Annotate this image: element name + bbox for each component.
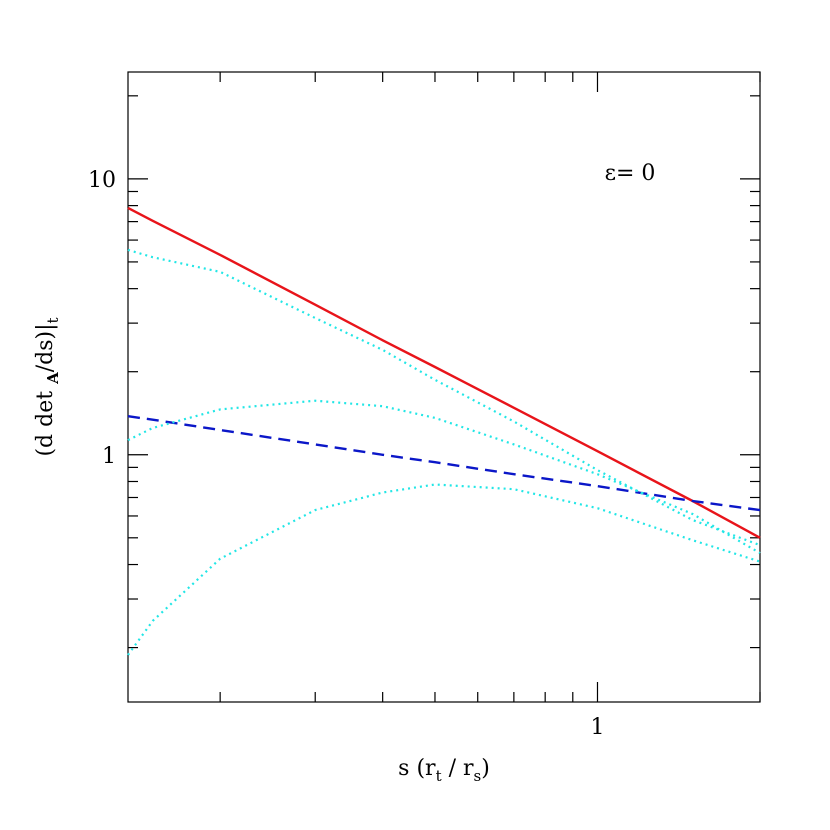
label-subscript: t xyxy=(436,767,442,785)
label-subscript: A xyxy=(44,372,62,385)
label-text: / r xyxy=(442,756,474,781)
y-tick-label: 1 xyxy=(102,444,116,469)
label-subscript: s xyxy=(474,767,482,785)
series-line xyxy=(127,248,761,547)
plot-frame xyxy=(127,71,761,703)
series-line xyxy=(127,483,761,656)
x-tick-label: 1 xyxy=(590,715,604,740)
series-line xyxy=(127,415,761,512)
annotation: ε= 0 xyxy=(605,161,656,186)
y-axis-label: (d det A/ds)|t xyxy=(33,317,62,456)
label-subscript: t xyxy=(44,317,62,323)
label-text: /ds)| xyxy=(33,324,58,373)
series-line xyxy=(127,399,761,555)
x-axis-label: s (rt / rs) xyxy=(398,756,490,785)
label-text: ) xyxy=(481,756,490,781)
y-tick-label: 10 xyxy=(88,168,116,193)
label-text: (d det xyxy=(33,384,58,457)
label-text: s (r xyxy=(398,756,436,781)
series-line xyxy=(127,206,761,539)
